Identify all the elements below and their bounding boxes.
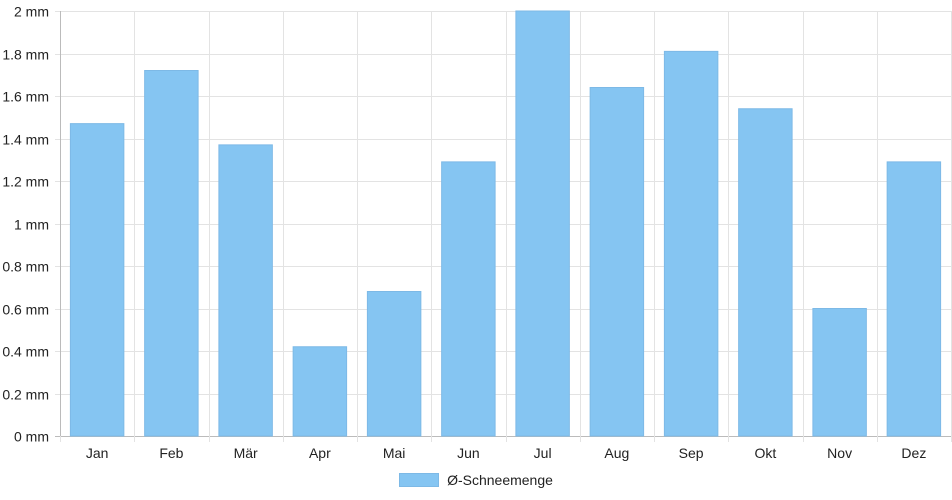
- y-tick-label: 0 mm: [14, 429, 49, 445]
- y-tick-label: 2 mm: [14, 4, 49, 20]
- x-tick-label: Sep: [679, 445, 704, 461]
- y-tick-label: 1.6 mm: [2, 89, 49, 105]
- y-tick-label: 0.6 mm: [2, 302, 49, 318]
- x-tick-label: Jan: [86, 445, 109, 461]
- bar[interactable]: [366, 291, 422, 437]
- bars: [69, 10, 942, 437]
- legend-label: Ø-Schneemenge: [447, 472, 553, 488]
- legend[interactable]: Ø-Schneemenge: [0, 472, 952, 488]
- bar[interactable]: [69, 123, 125, 437]
- x-tick-label: Jun: [457, 445, 480, 461]
- y-tick-label: 0.8 mm: [2, 259, 49, 275]
- x-tick-label: Feb: [159, 445, 183, 461]
- x-tick-label: Mär: [234, 445, 258, 461]
- y-tick-label: 1.2 mm: [2, 174, 49, 190]
- bar[interactable]: [144, 70, 199, 437]
- x-tick-labels: Jan Feb Mär Apr Mai Jun Jul Aug Sep Okt Nov Dez: [86, 445, 926, 461]
- legend-swatch: [399, 473, 440, 487]
- bar[interactable]: [515, 10, 570, 437]
- y-tick-label: 0.2 mm: [2, 387, 49, 403]
- bar[interactable]: [738, 108, 793, 437]
- y-tick-label: 1.4 mm: [2, 132, 49, 148]
- y-tick-labels: 0 mm 0.2 mm 0.4 mm 0.6 mm 0.8 mm 1 mm 1.2 mm 1.…: [2, 4, 49, 445]
- y-tick-label: 1 mm: [14, 217, 49, 233]
- bar[interactable]: [589, 87, 645, 437]
- x-tick-label: Dez: [901, 445, 926, 461]
- bar[interactable]: [812, 308, 867, 437]
- bar[interactable]: [663, 50, 719, 437]
- x-tick-label: Jul: [534, 445, 552, 461]
- x-tick-label: Aug: [604, 445, 629, 461]
- bar[interactable]: [292, 346, 348, 437]
- bar[interactable]: [886, 161, 942, 437]
- x-tick-label: Mai: [383, 445, 406, 461]
- x-tick-label: Apr: [309, 445, 331, 461]
- bar[interactable]: [441, 161, 496, 437]
- bar[interactable]: [218, 144, 273, 437]
- y-tick-label: 1.8 mm: [2, 47, 49, 63]
- bar-chart: 0 mm 0.2 mm 0.4 mm 0.6 mm 0.8 mm 1 mm 1.2 mm 1.…: [2, 4, 952, 461]
- y-tick-label: 0.4 mm: [2, 344, 49, 360]
- x-tick-label: Okt: [754, 445, 776, 461]
- x-tick-label: Nov: [827, 445, 852, 461]
